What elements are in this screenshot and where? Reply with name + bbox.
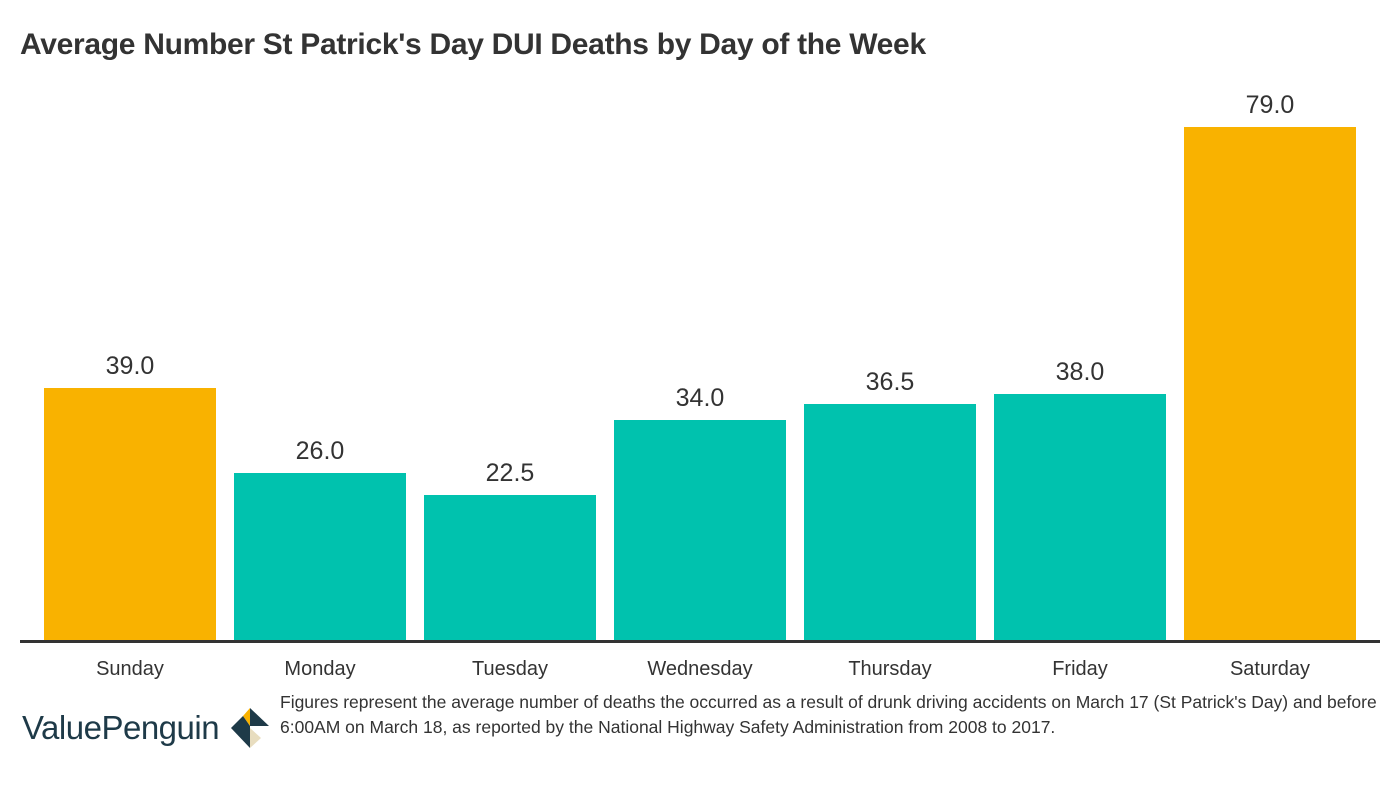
x-tick-label: Thursday [848,658,932,680]
bar-monday [234,472,406,642]
x-axis-line [20,640,1380,643]
x-tick-label: Saturday [1229,658,1311,680]
bar-value-label: 22.5 [485,459,535,488]
bar-value-label: 26.0 [295,436,345,465]
x-tick-label: Friday [1052,658,1108,680]
x-tick-label: Wednesday [647,658,753,680]
x-tick-label: Monday [284,658,356,680]
brand-logo: ValuePenguin [22,706,271,750]
bar-value-label: 38.0 [1055,358,1105,387]
bar-sunday [44,387,216,642]
bar-value-label: 39.0 [105,351,155,380]
plot-area: 39.0 26.0 22.5 34.0 36.5 38.0 79.0 [20,80,1380,642]
chart-title: Average Number St Patrick's Day DUI Deat… [20,28,926,61]
bar-value-label: 34.0 [675,384,725,413]
x-tick-label: Tuesday [472,658,548,680]
bar-tuesday [424,495,596,642]
footnote: Figures represent the average number of … [280,692,1377,737]
x-tick-label: Sunday [96,658,164,680]
bar-thursday [804,404,976,642]
logo-text: ValuePenguin [22,709,220,746]
bar-value-label: 36.5 [865,368,915,397]
bar-value-label: 79.0 [1245,91,1295,119]
bar-wednesday [614,420,786,642]
bar-friday [994,394,1166,642]
bar-saturday [1184,127,1356,642]
valuepenguin-logo-icon [231,708,270,748]
